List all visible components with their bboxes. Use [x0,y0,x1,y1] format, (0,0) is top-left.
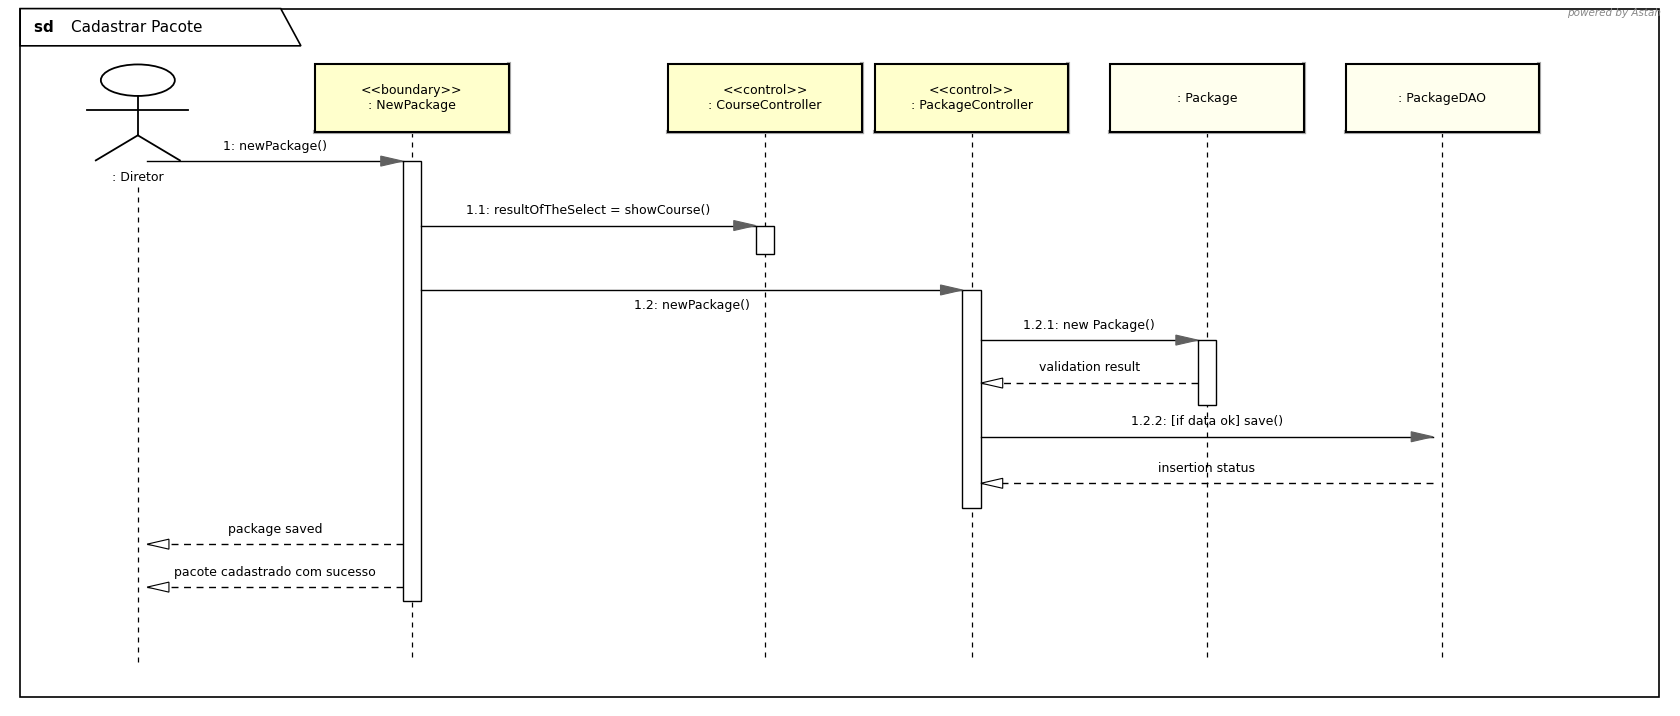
Text: : Package: : Package [1176,92,1236,105]
Text: insertion status: insertion status [1158,462,1255,475]
Bar [961,290,979,508]
Polygon shape [380,156,402,166]
Text: Cadastrar Pacote: Cadastrar Pacote [71,20,202,34]
Text: 1.2.2: [if data ok] save(): 1.2.2: [if data ok] save() [1131,415,1282,428]
Polygon shape [1411,432,1431,442]
Text: package saved: package saved [227,523,323,536]
Bar [314,64,507,132]
Polygon shape [148,582,168,592]
Text: : Diretor: : Diretor [113,171,163,184]
Polygon shape [1174,335,1196,345]
Text: <<boundary>>
: NewPackage: <<boundary>> : NewPackage [361,84,462,112]
Bar [754,226,773,254]
Text: : PackageDAO: : PackageDAO [1398,92,1485,105]
Text: sd: sd [34,20,59,34]
Text: 1: newPackage(): 1: newPackage() [223,140,326,153]
Polygon shape [20,9,301,46]
Polygon shape [148,539,168,549]
Text: 1.2.1: new Package(): 1.2.1: new Package() [1023,319,1154,332]
Polygon shape [979,378,1001,388]
Polygon shape [732,221,754,231]
Polygon shape [979,478,1001,488]
Bar [1109,64,1304,132]
Text: 1.1: resultOfTheSelect = showCourse(): 1.1: resultOfTheSelect = showCourse() [465,204,711,217]
Text: <<control>>
: CourseController: <<control>> : CourseController [707,84,822,112]
Bar [1344,64,1539,132]
Text: pacote cadastrado com sucesso: pacote cadastrado com sucesso [173,566,376,579]
Polygon shape [941,285,961,295]
Bar [669,64,862,132]
Bar [1196,340,1215,405]
Text: validation result: validation result [1038,362,1139,374]
Bar [402,161,420,601]
Text: powered by Astah: powered by Astah [1566,8,1660,18]
Text: 1.2: newPackage(): 1.2: newPackage() [633,299,749,311]
Text: <<control>>
: PackageController: <<control>> : PackageController [911,84,1032,112]
Bar [874,64,1067,132]
